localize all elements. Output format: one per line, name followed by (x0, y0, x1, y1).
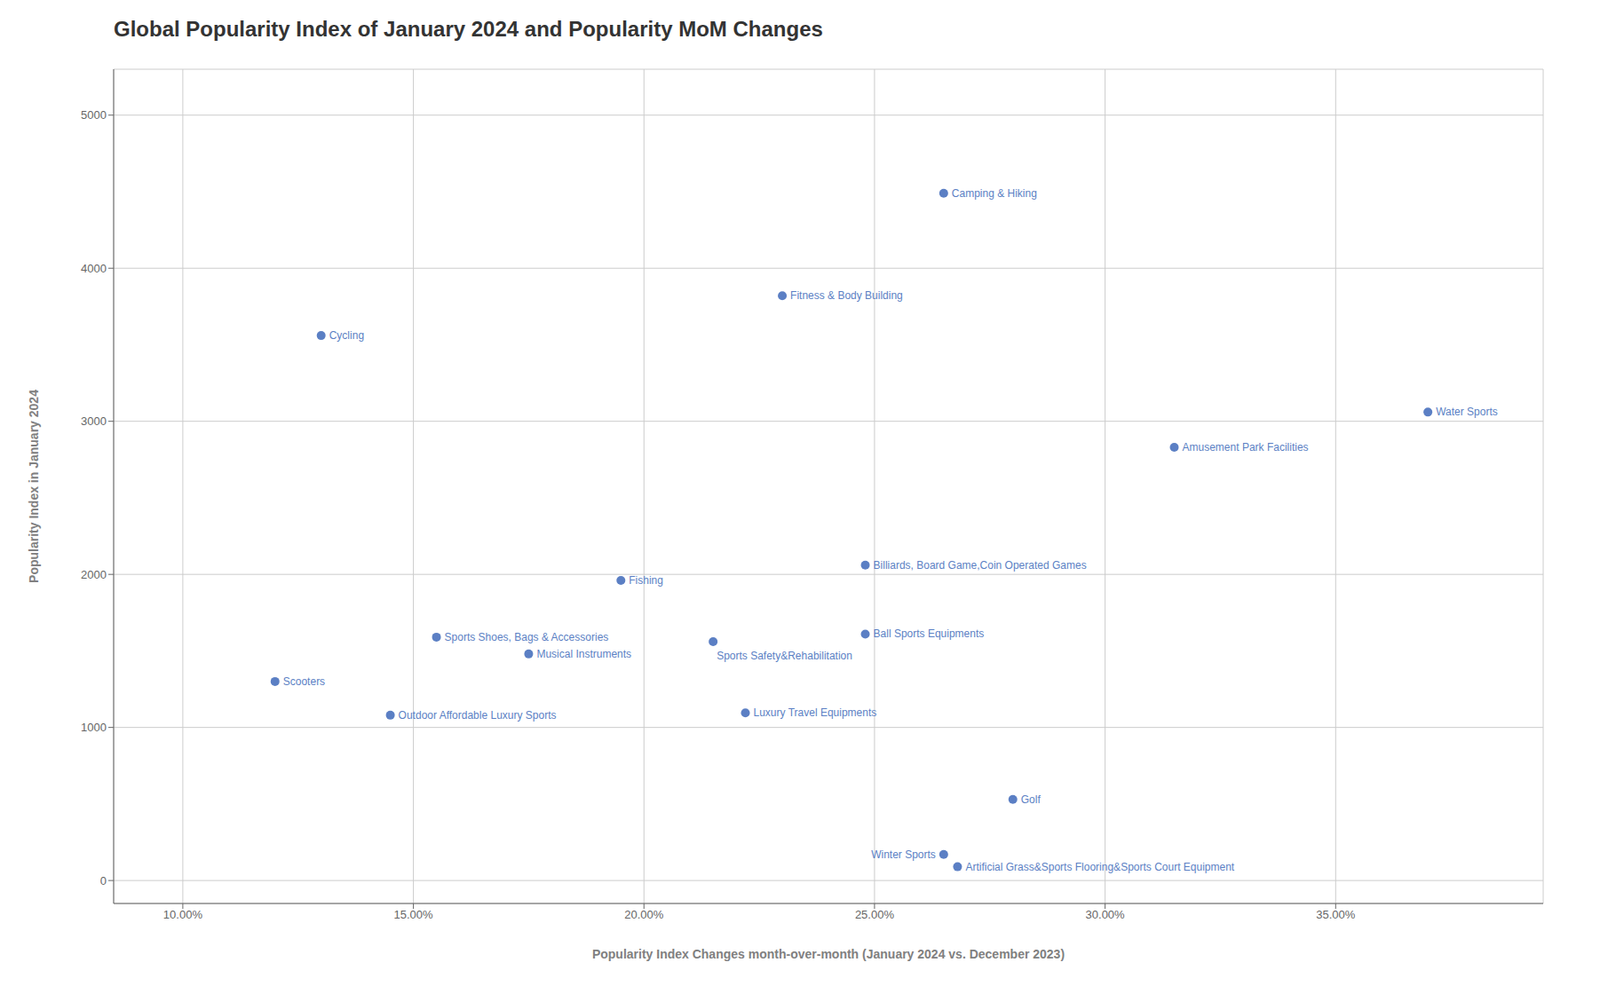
svg-text:5000: 5000 (80, 108, 107, 122)
svg-text:Luxury Travel Equipments: Luxury Travel Equipments (753, 706, 878, 720)
html-text:Global Popularity Index of Jan: Global Popularity Index of January 2024 … (113, 16, 823, 41)
svg-text:Camping & Hiking: Camping & Hiking (951, 187, 1038, 200)
svg-text:Musical Instruments: Musical Instruments (536, 648, 632, 661)
svg-text:Fitness & Body Building: Fitness & Body Building (790, 289, 903, 302)
svg-text:15.00%: 15.00% (394, 908, 435, 922)
svg-text:0: 0 (100, 874, 107, 888)
svg-text:4000: 4000 (80, 261, 107, 276)
svg-text:Cycling: Cycling (329, 329, 365, 342)
svg-text:Winter Sports: Winter Sports (871, 848, 936, 862)
svg-text:Scooters: Scooters (283, 675, 325, 689)
svg-text:20.00%: 20.00% (624, 908, 665, 922)
svg-text:Golf: Golf (1021, 793, 1042, 807)
svg-text:35.00%: 35.00% (1315, 908, 1356, 922)
svg-text:Sports Shoes, Bags & Accessori: Sports Shoes, Bags & Accessories (444, 631, 610, 644)
svg-text:25.00%: 25.00% (855, 908, 896, 922)
svg-text:2000: 2000 (80, 568, 107, 582)
svg-text:Amusement Park Facilities: Amusement Park Facilities (1182, 441, 1309, 454)
svg-text:30.00%: 30.00% (1085, 908, 1126, 922)
svg-text:Sports Safety&Rehabilitation: Sports Safety&Rehabilitation (716, 649, 853, 663)
svg-text:Fishing: Fishing (628, 574, 664, 587)
svg-text:Outdoor Affordable Luxury Spor: Outdoor Affordable Luxury Sports (398, 709, 557, 722)
svg-text:Billiards, Board Game,Coin Ope: Billiards, Board Game,Coin Operated Game… (873, 559, 1087, 572)
svg-text:3000: 3000 (80, 414, 107, 428)
svg-text:10.00%: 10.00% (163, 908, 204, 922)
svg-text:Artificial Grass&Sports Floori: Artificial Grass&Sports Flooring&Sports … (965, 861, 1235, 874)
svg-text:Ball Sports Equipments: Ball Sports Equipments (873, 627, 985, 641)
svg-text:Popularity Index in January 20: Popularity Index in January 2024 (26, 389, 41, 584)
svg-text:Water Sports: Water Sports (1435, 405, 1498, 419)
svg-text:Popularity Index Changes month: Popularity Index Changes month-over-mont… (592, 947, 1065, 962)
svg-text:1000: 1000 (80, 720, 107, 735)
